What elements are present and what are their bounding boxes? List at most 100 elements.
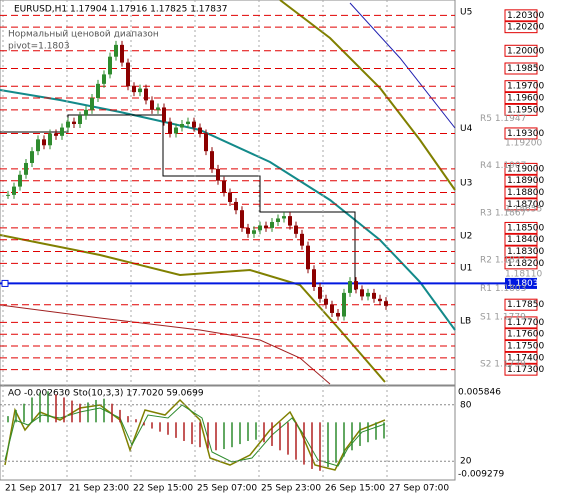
level-label: 1.18700 xyxy=(507,200,544,210)
pivot-marker xyxy=(1,279,9,287)
pivot-level-label: R1 1.1803 xyxy=(480,284,526,294)
candle xyxy=(252,230,256,234)
candle xyxy=(108,56,112,75)
candle xyxy=(348,281,352,293)
level-box xyxy=(504,221,538,234)
level-box xyxy=(504,92,538,105)
level-label: 1.18500 xyxy=(507,223,544,233)
level-label: 1.18900 xyxy=(507,176,544,186)
candle xyxy=(30,151,34,163)
x-tick-label: 22 Sep 15:00 xyxy=(133,484,193,494)
level-box xyxy=(504,9,538,22)
candle xyxy=(222,180,226,193)
level-label: 1.18400 xyxy=(507,235,544,245)
level-box xyxy=(504,162,538,175)
stoch-tick-label: 80 xyxy=(460,400,472,410)
level-label: 1.19000 xyxy=(507,164,544,174)
candle xyxy=(318,286,322,299)
candle xyxy=(126,62,130,87)
level-label: 1.19600 xyxy=(507,94,544,104)
candle xyxy=(312,269,316,287)
pivot-level-label: R5 1.1947 xyxy=(480,114,526,124)
level-box xyxy=(504,298,538,311)
candle xyxy=(12,186,16,195)
x-tick-label: 21 Sep 2017 xyxy=(5,484,62,494)
candle xyxy=(306,245,310,270)
level-label: 1.20300 xyxy=(507,11,544,21)
axis-label: 1.19200 xyxy=(505,138,542,148)
candle xyxy=(138,88,142,93)
axis-label: 1.18655 xyxy=(505,205,542,215)
candle xyxy=(240,210,244,228)
candle xyxy=(216,168,220,181)
level-label: 1.19850 xyxy=(507,64,544,74)
level-label: 1.17700 xyxy=(507,318,544,328)
candle xyxy=(192,121,196,128)
pivot-level-label: S1 1.1779 xyxy=(480,312,526,322)
candle xyxy=(210,151,214,169)
level-box xyxy=(504,245,538,258)
candle xyxy=(360,289,364,297)
candle xyxy=(282,216,286,219)
candle xyxy=(204,133,208,152)
candle xyxy=(198,127,202,134)
candle xyxy=(246,227,250,234)
candle xyxy=(36,139,40,152)
candle xyxy=(234,201,238,211)
x-tick-label: 26 Sep 15:00 xyxy=(325,484,385,494)
level-label: 1.18200 xyxy=(507,259,544,269)
pivot-box xyxy=(505,277,537,289)
level-box xyxy=(504,363,538,376)
candle xyxy=(96,83,100,99)
candle xyxy=(342,292,346,317)
candle xyxy=(132,86,136,93)
pivot-level-label: R4 1.1907 xyxy=(480,161,526,171)
chart-title: EURUSD,H1 1.17904 1.17916 1.17825 1.1783… xyxy=(14,5,227,15)
candle xyxy=(270,222,274,228)
indicator-label: AO -0.002630 Sto(10,3,3) 17.7020 59.0699 xyxy=(8,389,204,399)
level-box xyxy=(504,316,538,329)
candle xyxy=(78,115,82,125)
candle xyxy=(60,127,64,136)
level-box xyxy=(504,44,538,57)
candle xyxy=(294,225,298,234)
indicator-tick-label: 0.005846 xyxy=(458,388,501,398)
level-label: 1.19300 xyxy=(507,129,544,139)
candle xyxy=(276,218,280,223)
zone-label: U3 xyxy=(460,179,472,189)
candle xyxy=(66,121,70,128)
candle xyxy=(264,225,268,228)
pivot-label: 1.18030 xyxy=(507,279,544,289)
level-box xyxy=(504,198,538,211)
candle xyxy=(366,292,370,297)
candle xyxy=(18,174,22,187)
candle xyxy=(90,98,94,110)
candle xyxy=(180,124,184,128)
x-tick-label: 21 Sep 23:00 xyxy=(69,484,129,494)
candle xyxy=(120,44,124,63)
indicator-tick-label: -0.009279 xyxy=(458,470,504,480)
candle xyxy=(42,139,46,146)
level-label: 1.17600 xyxy=(507,330,544,340)
candle xyxy=(72,121,76,125)
candle xyxy=(174,127,178,134)
level-box xyxy=(504,80,538,93)
level-label: 1.20000 xyxy=(507,46,544,56)
candle xyxy=(84,109,88,116)
candle xyxy=(324,298,328,305)
annotation: pivot=1.1803 xyxy=(8,42,70,52)
candle xyxy=(6,194,10,196)
candle xyxy=(144,88,148,101)
level-box xyxy=(504,21,538,34)
x-tick-label: 27 Sep 07:00 xyxy=(389,484,449,494)
level-label: 1.19700 xyxy=(507,82,544,92)
level-box xyxy=(504,62,538,75)
pivot-level-label: R3 1.1867 xyxy=(480,208,526,218)
level-box xyxy=(504,351,538,364)
candle xyxy=(354,281,358,290)
candle xyxy=(300,233,304,246)
candle xyxy=(384,301,388,306)
candle xyxy=(48,133,52,146)
stoch-tick-label: 20 xyxy=(460,457,472,467)
level-label: 1.20200 xyxy=(507,23,544,33)
